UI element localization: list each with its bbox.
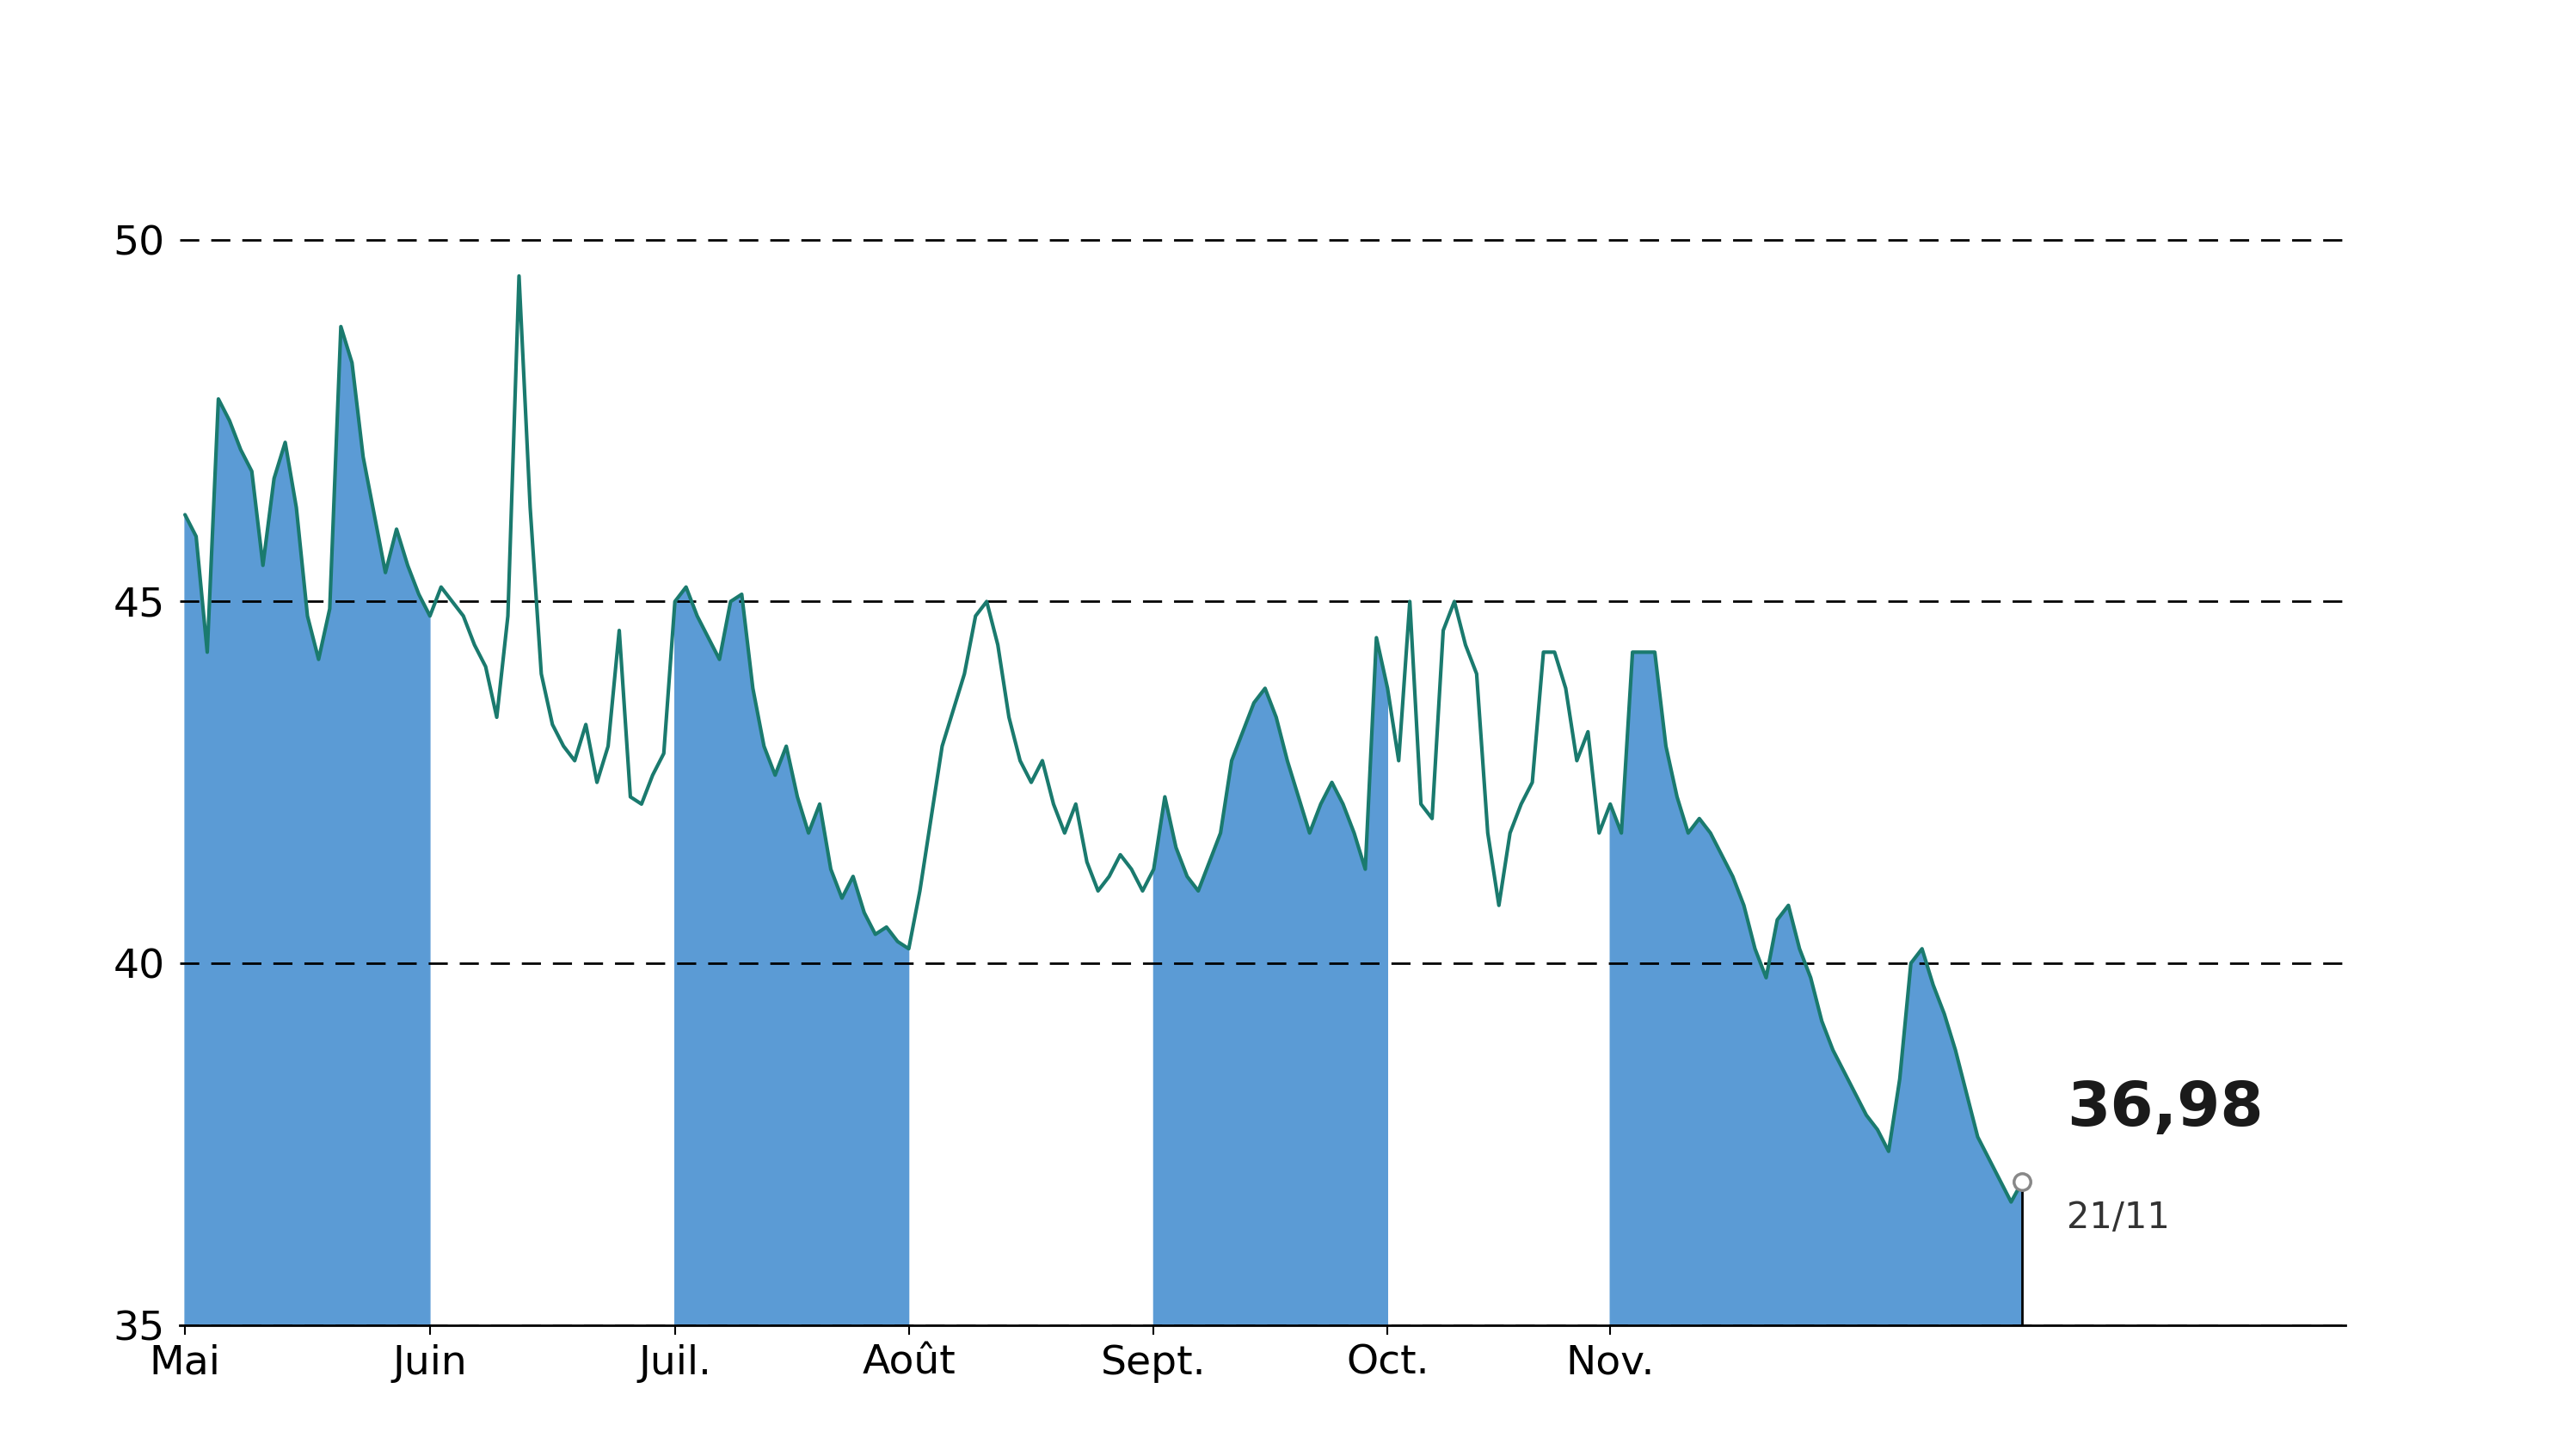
Text: Eckert & Ziegler Strahlen- und Medizintechnik AG: Eckert & Ziegler Strahlen- und Medizinte… (0, 52, 2563, 144)
Polygon shape (674, 587, 910, 1325)
Polygon shape (185, 326, 431, 1325)
Polygon shape (1610, 652, 2022, 1325)
Text: 21/11: 21/11 (2066, 1200, 2171, 1236)
Polygon shape (1153, 638, 1387, 1325)
Text: 36,98: 36,98 (2066, 1080, 2263, 1139)
